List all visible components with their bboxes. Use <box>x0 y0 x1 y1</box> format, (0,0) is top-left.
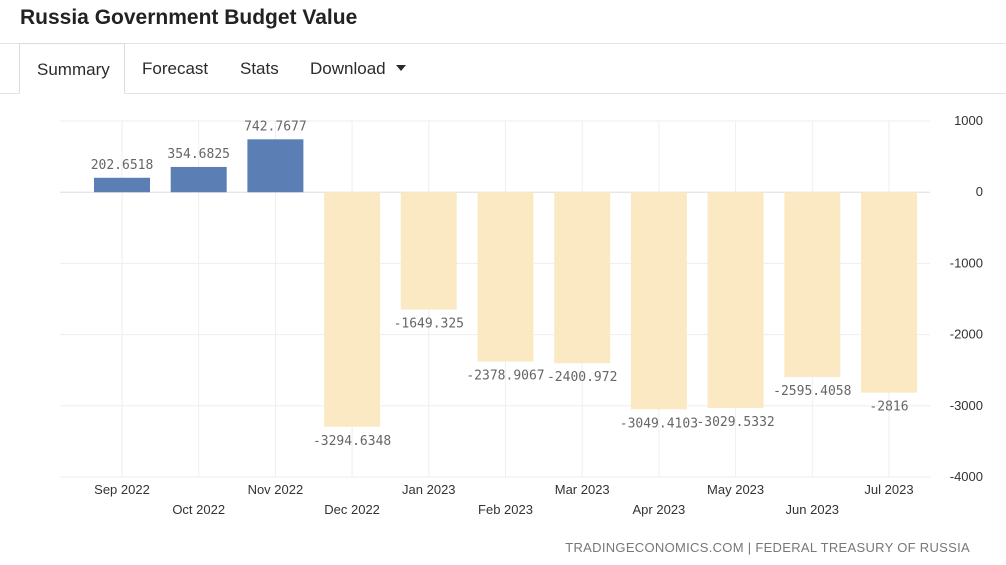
bar <box>630 192 687 410</box>
tab-bar: Summary Forecast Stats Download <box>0 43 1006 94</box>
x-tick-label: Dec 2022 <box>324 502 380 517</box>
x-tick-label: Sep 2022 <box>94 482 150 497</box>
bar <box>247 139 304 193</box>
data-label: 202.6518 <box>91 158 154 173</box>
data-label: -3049.4103 <box>620 416 698 431</box>
y-tick-label: -3000 <box>950 398 983 413</box>
tab-summary[interactable]: Summary <box>19 43 125 94</box>
bar <box>94 177 150 193</box>
data-label: 742.7677 <box>244 119 307 134</box>
x-tick-label: Apr 2023 <box>633 502 686 517</box>
tab-summary-label: Summary <box>37 60 110 79</box>
tab-download[interactable]: Download <box>310 43 406 94</box>
tab-stats-label: Stats <box>240 59 279 78</box>
tab-stats[interactable]: Stats <box>240 43 279 94</box>
data-label: -3029.5332 <box>696 415 774 430</box>
y-tick-label: -1000 <box>950 255 983 270</box>
bar <box>170 166 227 193</box>
data-label: -2816 <box>869 400 908 415</box>
data-label: 354.6825 <box>167 147 230 162</box>
x-tick-label: Jun 2023 <box>786 502 840 517</box>
data-label: -2595.4058 <box>773 384 851 399</box>
x-tick-label: Nov 2022 <box>248 482 304 497</box>
bar <box>861 192 917 393</box>
x-tick-label: Jul 2023 <box>864 482 913 497</box>
bar <box>400 192 457 310</box>
x-tick-label: Feb 2023 <box>478 502 533 517</box>
bar <box>477 192 534 362</box>
x-tick-label: Jan 2023 <box>402 482 456 497</box>
x-tick-label: Mar 2023 <box>555 482 610 497</box>
data-label: -2378.9067 <box>466 369 544 384</box>
tab-forecast-label: Forecast <box>142 59 209 78</box>
tab-forecast[interactable]: Forecast <box>142 43 208 94</box>
y-tick-label: -2000 <box>950 327 983 342</box>
data-label: -2400.972 <box>547 370 617 385</box>
bar <box>324 192 381 427</box>
x-tick-label: Oct 2022 <box>172 502 225 517</box>
data-label: -3294.6348 <box>313 434 391 449</box>
data-label: -1649.325 <box>394 317 464 332</box>
bar-chart: 1000 0 -1000 -2000 -3000 -4000 202.6518 Sep 202… <box>60 113 983 517</box>
bar <box>554 192 611 364</box>
y-tick-label: 1000 <box>954 113 983 128</box>
bar <box>707 192 764 408</box>
source-attribution: TRADINGECONOMICS.COM | FEDERAL TREASURY … <box>565 540 970 555</box>
y-tick-label: -4000 <box>950 469 983 484</box>
tab-download-label: Download <box>310 59 386 78</box>
bar <box>784 192 841 377</box>
y-tick-label: 0 <box>976 184 983 199</box>
caret-down-icon <box>395 64 406 71</box>
page-title: Russia Government Budget Value <box>20 6 358 29</box>
x-tick-label: May 2023 <box>707 482 764 497</box>
